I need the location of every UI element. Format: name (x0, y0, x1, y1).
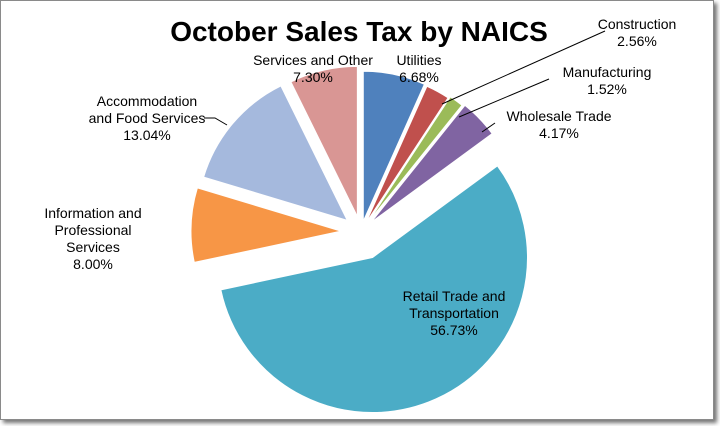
leader-line-wholesale-trade (481, 122, 496, 133)
data-label-construction: Construction 2.56% (598, 16, 677, 49)
data-label-retail-trade-and-transportation: Retail Trade and Transportation 56.73% (403, 288, 506, 338)
pie-slice-retail-trade-and-transportation (220, 165, 528, 414)
leader-line-manufacturing (458, 78, 550, 118)
chart-area: October Sales Tax by NAICS Utilities 6.68… (0, 0, 714, 420)
pie-slice-manufacturing (367, 96, 463, 223)
data-label-accommodation-and-food-services: Accommodation and Food Services 13.04% (89, 93, 206, 143)
leader-lines (204, 30, 606, 133)
leader-line-construction (441, 30, 606, 105)
data-label-utilities: Utilities 6.68% (396, 52, 441, 85)
pie-slice-utilities (362, 70, 426, 222)
data-label-wholesale-trade: Wholesale Trade 4.17% (506, 108, 611, 141)
data-labels: Utilities 6.68% Construction 2.56% Manufactu… (44, 16, 676, 338)
data-label-manufacturing: Manufacturing 1.52% (563, 64, 652, 97)
data-label-services-and-other: Services and Other 7.30% (253, 52, 373, 85)
pie-slice-accommodation-and-food-services (203, 85, 349, 222)
pie-slice-information-and-professional-services (190, 187, 342, 264)
pie-slice-construction (365, 85, 449, 224)
pie-slice-wholesale-trade (370, 104, 493, 223)
pie-chart: October Sales Tax by NAICS Utilities 6.68… (44, 16, 676, 414)
leader-line-accommodation (204, 117, 228, 126)
data-label-information-and-professional-services: Information and Professional Services 8.00% (44, 205, 141, 272)
pie-slices (190, 65, 528, 414)
pie-slice-services-and-other (290, 65, 358, 217)
chart-title: October Sales Tax by NAICS (170, 16, 548, 47)
